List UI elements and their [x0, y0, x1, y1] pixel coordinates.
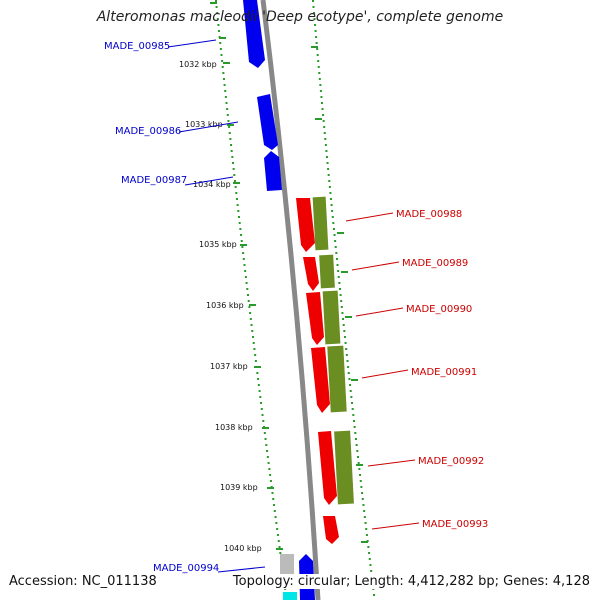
leader-line	[178, 121, 239, 133]
accession-label: Accession: NC_011138	[9, 574, 157, 589]
feature-made-00989[interactable]	[303, 257, 319, 291]
gene-label[interactable]: MADE_00994	[153, 563, 219, 574]
tick-label: 1034 kbp	[193, 180, 231, 189]
leader-line	[351, 261, 400, 271]
leader-line	[345, 212, 394, 222]
leader-line	[167, 39, 217, 48]
tick-label: 1035 kbp	[199, 240, 237, 249]
leader-line	[361, 369, 409, 379]
gene-label[interactable]: MADE_00993	[422, 519, 488, 530]
leader-line	[184, 176, 234, 186]
genome-title: Alteromonas macleodii 'Deep ecotype', co…	[96, 9, 504, 25]
tick-label: 1038 kbp	[215, 423, 253, 432]
gene-leader-lines	[167, 39, 420, 573]
tick-label: 1036 kbp	[206, 301, 244, 310]
gene-label[interactable]: MADE_00986	[115, 126, 181, 137]
tick-label: 1039 kbp	[220, 483, 258, 492]
olive-feature-3[interactable]	[322, 290, 341, 345]
gene-label[interactable]: MADE_00991	[411, 367, 477, 378]
gene-label[interactable]: MADE_00990	[406, 304, 472, 315]
gene-label[interactable]: MADE_00988	[396, 209, 462, 220]
tick-label: 1033 kbp	[185, 120, 223, 129]
feature-made-00992[interactable]	[318, 431, 337, 505]
olive-feature-4[interactable]	[327, 345, 347, 413]
leader-line	[367, 459, 416, 467]
feature-made-00993[interactable]	[323, 516, 339, 544]
gc-skew-dots-left	[210, 0, 287, 596]
feature-made-00990[interactable]	[306, 292, 324, 345]
leader-line	[355, 307, 404, 317]
tick-label: 1037 kbp	[210, 362, 248, 371]
gene-labels: MADE_00985 MADE_00986 MADE_00987 MADE_00988…	[104, 41, 488, 574]
gene-label[interactable]: MADE_00987	[121, 175, 187, 186]
genome-summary: Topology: circular; Length: 4,412,282 bp…	[232, 574, 590, 589]
gene-label[interactable]: MADE_00992	[418, 456, 484, 467]
olive-feature-5[interactable]	[334, 430, 354, 505]
olive-feature-2[interactable]	[319, 254, 335, 289]
feature-made-00985[interactable]	[243, 0, 265, 68]
feature-made-00987[interactable]	[264, 151, 282, 191]
leader-line	[217, 566, 266, 573]
tick-label: 1040 kbp	[224, 544, 262, 553]
leader-line	[371, 522, 420, 530]
olive-feature-1[interactable]	[312, 196, 329, 251]
gene-label[interactable]: MADE_00985	[104, 41, 170, 52]
genome-backbone-arc	[260, 0, 321, 600]
gc-skew-dots-right	[311, 0, 376, 596]
feature-made-00988[interactable]	[296, 198, 315, 252]
cyan-feature[interactable]	[283, 592, 297, 600]
gene-label[interactable]: MADE_00989	[402, 258, 468, 269]
feature-made-00991[interactable]	[311, 347, 330, 413]
feature-made-00986[interactable]	[257, 94, 278, 150]
tick-label: 1032 kbp	[179, 60, 217, 69]
tick-marks: 1032 kbp 1033 kbp 1034 kbp 1035 kbp 1036 kbp…	[179, 60, 262, 553]
